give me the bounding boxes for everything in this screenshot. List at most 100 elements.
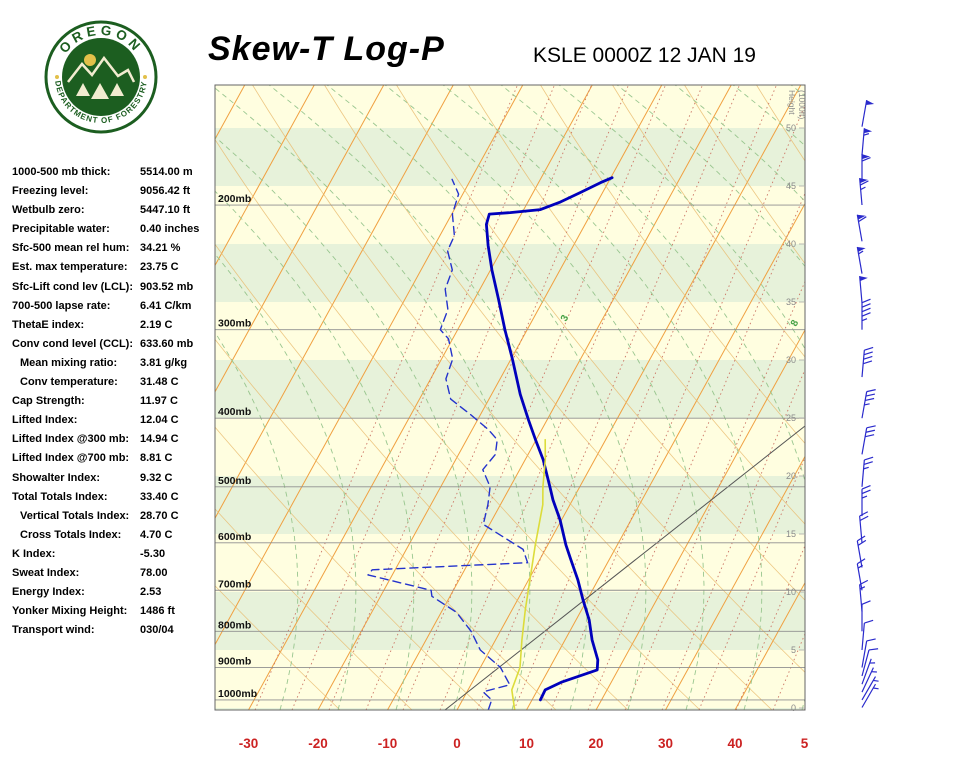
svg-text:30: 30 — [658, 736, 673, 751]
stat-value: 14.94 C — [140, 433, 179, 446]
mountain-icon — [67, 55, 136, 83]
stat-value: 903.52 mb — [140, 280, 194, 293]
pressure-labels: 200mb 300mb 400mb 500mb 600mb 700mb 800mb 900mb… — [218, 193, 257, 700]
stat-row: Vertical Totals Index: 28.70 C — [12, 510, 222, 529]
stat-row: Lifted Index @700 mb: 8.81 C — [12, 452, 222, 471]
stat-row: Conv cond level (CCL): 633.60 mb — [12, 338, 222, 357]
stat-value: 4.70 C — [140, 528, 173, 541]
stat-label: Sweat Index: — [12, 566, 80, 579]
wind-barb — [859, 276, 868, 304]
svg-text:25: 25 — [786, 413, 796, 423]
wind-barb — [856, 558, 866, 591]
wind-barb — [856, 214, 867, 242]
wind-barb — [861, 425, 876, 455]
wind-barb — [861, 346, 874, 378]
stat-row: Mean mixing ratio: 3.81 g/kg — [12, 357, 222, 376]
wind-barb — [861, 676, 879, 701]
svg-text:5: 5 — [791, 645, 796, 655]
svg-text:600mb: 600mb — [218, 531, 251, 543]
svg-text:-10: -10 — [378, 736, 398, 751]
stat-label: Freezing level: — [12, 185, 89, 198]
stat-value: 11.97 C — [140, 395, 178, 408]
svg-text:5: 5 — [801, 736, 809, 751]
stat-row: Yonker Mixing Height: 1486 ft — [12, 605, 222, 624]
agency-logo: OREGON DEPARTMENT OF FORESTRY — [44, 20, 158, 139]
temp-axis-labels: -30 -20 -10 0 10 20 30 40 5 — [239, 736, 809, 751]
sun-icon — [84, 54, 96, 66]
stat-label: Sfc-Lift cond lev (LCL): — [12, 280, 133, 293]
wind-barb — [856, 246, 866, 274]
stat-label: Precipitable water: — [12, 223, 110, 236]
stat-value: 8.81 C — [140, 452, 173, 465]
svg-text:700mb: 700mb — [218, 578, 251, 590]
wind-barbs — [856, 100, 879, 708]
wind-barb — [859, 511, 869, 543]
height-axis-title: Height — [787, 90, 797, 115]
stat-value: 3.81 g/kg — [140, 356, 188, 369]
wind-barb — [861, 456, 874, 487]
adiabat-label: 8 — [789, 318, 802, 328]
stat-value: 34.21 % — [140, 242, 181, 255]
stat-value: 78.00 — [140, 566, 168, 579]
svg-text:0: 0 — [453, 736, 461, 751]
stat-label: Cross Totals Index: — [20, 528, 122, 541]
stat-label: Transport wind: — [12, 624, 95, 637]
stat-row: Transport wind: 030/04 — [12, 624, 222, 643]
svg-text:200mb: 200mb — [218, 193, 251, 205]
svg-text:40: 40 — [727, 736, 742, 751]
wind-barb — [861, 619, 874, 651]
stat-value: 12.04 C — [140, 414, 179, 427]
stat-row: 700-500 lapse rate: 6.41 C/km — [12, 300, 222, 319]
series-wet-bulb — [510, 438, 547, 710]
svg-text:-30: -30 — [239, 736, 259, 751]
svg-text:30: 30 — [786, 355, 796, 365]
stat-row: K Index: -5.30 — [12, 548, 222, 567]
stat-label: Conv cond level (CCL): — [12, 337, 134, 350]
svg-text:50: 50 — [786, 123, 796, 133]
svg-text:20: 20 — [786, 471, 796, 481]
stat-label: Wetbulb zero: — [12, 204, 85, 217]
stat-row: Sfc-Lift cond lev (LCL): 903.52 mb — [12, 281, 222, 300]
svg-text:1000mb: 1000mb — [218, 688, 257, 700]
stat-label: Showalter Index: — [12, 471, 101, 484]
stat-row: 1000-500 mb thick: 5514.00 m — [12, 166, 222, 185]
stat-row: Freezing level: 9056.42 ft — [12, 185, 222, 204]
wind-barb — [861, 638, 876, 668]
wind-barb — [861, 648, 879, 677]
svg-text:800mb: 800mb — [218, 619, 251, 631]
logo-dot-left — [55, 75, 59, 79]
stat-label: Cap Strength: — [12, 395, 85, 408]
stat-value: 5514.00 m — [140, 166, 193, 178]
stat-label: Mean mixing ratio: — [20, 356, 118, 369]
svg-text:10: 10 — [519, 736, 534, 751]
stat-row: Cross Totals Index: 4.70 C — [12, 529, 222, 548]
plot-border — [214, 84, 806, 711]
svg-text:20: 20 — [588, 736, 603, 751]
station-datetime-label: KSLE 0000Z 12 JAN 19 — [533, 44, 756, 67]
stat-label: ThetaE index: — [12, 318, 85, 331]
stat-label: 700-500 lapse rate: — [12, 299, 111, 312]
svg-text:40: 40 — [786, 239, 796, 249]
svg-text:10: 10 — [786, 587, 796, 597]
stat-row: Total Totals Index: 33.40 C — [12, 491, 222, 510]
stats-panel: 1000-500 mb thick: 5514.00 m Freezing leve… — [12, 166, 222, 643]
wind-barb — [861, 658, 876, 685]
stat-value: 6.41 C/km — [140, 299, 192, 312]
page-title: Skew-T Log-P — [208, 30, 445, 68]
stat-label: Lifted Index @300 mb: — [12, 433, 130, 446]
stat-value: 5447.10 ft — [140, 204, 191, 217]
stat-row: ThetaE index: 2.19 C — [12, 319, 222, 338]
adiabat-label: 3 — [559, 313, 572, 323]
logo-dot-right — [143, 75, 147, 79]
series-dewpoint — [367, 178, 529, 710]
stat-value: 1486 ft — [140, 605, 175, 618]
stat-label: Lifted Index: — [12, 414, 78, 427]
wind-barb — [861, 154, 871, 182]
svg-text:400mb: 400mb — [218, 406, 251, 418]
height-axis-title: (1000ft) — [797, 90, 807, 119]
stat-value: 2.53 — [140, 586, 162, 599]
wind-barb — [861, 298, 871, 330]
